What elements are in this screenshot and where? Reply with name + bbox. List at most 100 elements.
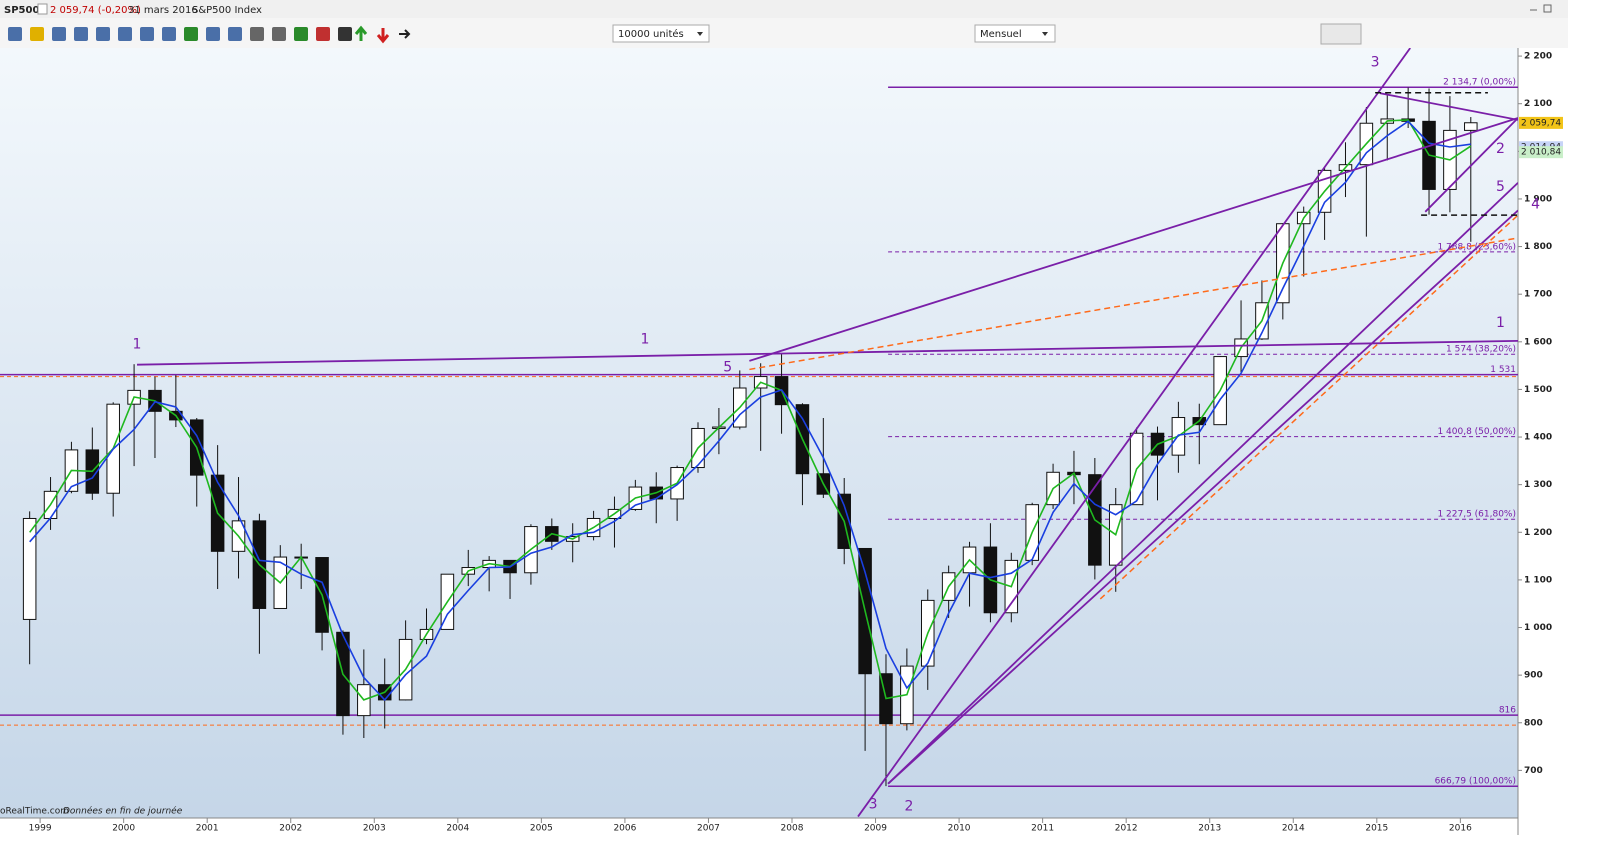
price-tag: [1519, 116, 1563, 129]
tool[interactable]: [96, 27, 110, 41]
y-tick-label: 2 200: [1524, 52, 1552, 62]
x-tick-label: 2008: [781, 824, 804, 834]
x-tick-label: 2004: [446, 824, 469, 834]
tool[interactable]: [354, 25, 368, 41]
tool[interactable]: [376, 28, 390, 44]
tool[interactable]: [74, 27, 88, 41]
x-tick-label: 2003: [363, 824, 386, 834]
y-tick-label: 900: [1524, 671, 1543, 681]
tool[interactable]: [250, 27, 264, 41]
maximize[interactable]: [1543, 4, 1552, 13]
trendline: [857, 48, 1411, 818]
dropdown-arrow: [697, 32, 703, 36]
x-axis-area: [0, 818, 1518, 835]
y-tick-label: 1 800: [1524, 242, 1552, 252]
x-tick-label: 2011: [1031, 824, 1054, 834]
tool[interactable]: [338, 27, 352, 41]
moving-average: [29, 120, 1471, 702]
plot-area: [0, 48, 1518, 818]
y-axis-area: [1518, 48, 1568, 835]
y-tick-label: 1 400: [1524, 433, 1552, 443]
level-label: 2 134,7 (0,00%): [1443, 78, 1516, 88]
tool[interactable]: [140, 27, 154, 41]
tool[interactable]: [30, 27, 44, 41]
overlay: 700 800 900 1 000 1 100 1 200 1 300 1 400 1 500 1…: [29, 52, 1563, 834]
level-label: 1 227,5 (61,80%): [1437, 510, 1516, 520]
price-tag-label: 2 059,74: [1521, 118, 1561, 128]
y-tick-label: 1 700: [1524, 290, 1552, 300]
wave-label: 2: [905, 799, 914, 815]
note: Données en fin de journée: [63, 806, 183, 817]
trendline: [887, 182, 1518, 785]
candle-body: [1464, 122, 1478, 131]
y-tick-label: 1 500: [1524, 385, 1552, 395]
wave-label: 5: [723, 360, 732, 376]
x-tick-label: 1999: [29, 824, 52, 834]
x-tick-label: 2012: [1115, 824, 1138, 834]
y-tick-label: 1 900: [1524, 194, 1552, 204]
period-select[interactable]: [974, 24, 1056, 43]
moving-average: [29, 119, 1472, 701]
level-label: 816: [1499, 706, 1516, 716]
period-value: Mensuel: [980, 29, 1022, 40]
x-tick-label: 2002: [279, 824, 302, 834]
wave-label: 1: [641, 331, 650, 347]
candle-body: [22, 517, 37, 620]
tool[interactable]: [162, 27, 176, 41]
instrument-name: S&P500 Index: [192, 5, 262, 16]
y-tick-label: 1 100: [1524, 575, 1552, 585]
y-tick-label: 800: [1524, 718, 1543, 728]
y-tick-label: 1 300: [1524, 480, 1552, 490]
level-label: 1 574 (38,20%): [1446, 345, 1516, 355]
tool[interactable]: [272, 27, 286, 41]
units-value: 10000 unités: [618, 28, 684, 40]
tool[interactable]: [118, 27, 132, 41]
margin: [1568, 0, 1600, 852]
y-tick-label: 1 200: [1524, 528, 1552, 538]
wave-label: 1: [133, 337, 142, 353]
wave-label: 5: [1496, 179, 1505, 195]
x-tick-label: 2010: [948, 824, 971, 834]
trendline: [136, 339, 1518, 366]
trendline: [887, 209, 1518, 785]
y-tick-label: 2 100: [1524, 99, 1552, 109]
x-tick-label: 2015: [1365, 824, 1388, 834]
x-tick-label: 2006: [613, 824, 636, 834]
wave-label: 3: [1371, 54, 1380, 70]
price-tag: [1519, 146, 1563, 159]
tool-icons: [8, 25, 411, 44]
y-tick-label: 1 600: [1524, 337, 1552, 347]
change: 2 059,74 (-0,20%): [50, 5, 141, 16]
y-tick-label: 1 000: [1524, 623, 1552, 633]
title-bar: [0, 0, 1568, 18]
wave-label: 2: [1496, 141, 1505, 157]
tool[interactable]: [228, 27, 242, 41]
date: 31 mars 2016: [128, 5, 198, 16]
info-icon[interactable]: [37, 3, 48, 15]
tool[interactable]: [294, 27, 308, 41]
source: oRealTime.com: [0, 807, 69, 817]
wave-label: 4: [1531, 197, 1540, 213]
trendline: [1099, 214, 1518, 600]
trendline: [1379, 92, 1518, 121]
x-tick-label: 2014: [1282, 824, 1305, 834]
units-select[interactable]: [612, 24, 710, 43]
x-tick-label: 2016: [1449, 824, 1472, 834]
tool[interactable]: [206, 27, 220, 41]
chart-style-button[interactable]: [1320, 23, 1362, 45]
x-tick-label: 2000: [112, 824, 135, 834]
tool[interactable]: [399, 29, 411, 39]
x-tick-label: 2001: [196, 824, 219, 834]
x-tick-label: 2005: [530, 824, 553, 834]
wave-label: 1: [1496, 315, 1505, 331]
tool[interactable]: [8, 27, 22, 41]
x-tick-label: 2009: [864, 824, 887, 834]
level-label: 1 400,8 (50,00%): [1437, 427, 1516, 437]
tool[interactable]: [316, 27, 330, 41]
level-label: 1 531: [1490, 365, 1516, 375]
tool[interactable]: [52, 27, 66, 41]
tool[interactable]: [184, 27, 198, 41]
trendline: [749, 117, 1518, 362]
